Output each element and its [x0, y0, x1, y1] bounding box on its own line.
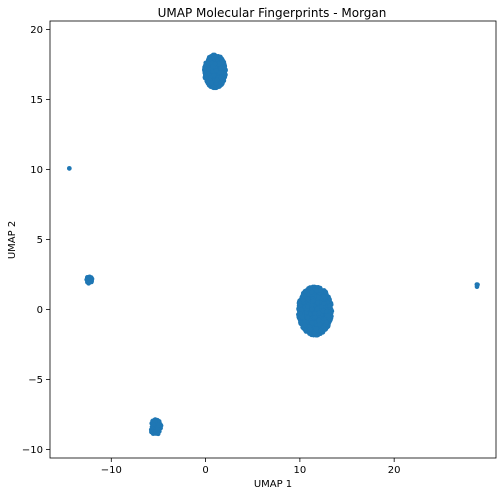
scatter-point	[209, 69, 215, 74]
scatter-point	[299, 314, 305, 320]
chart-title: UMAP Molecular Fingerprints - Morgan	[158, 6, 387, 20]
scatter-point	[323, 289, 329, 295]
scatter-point	[222, 64, 227, 70]
scatter-point	[205, 79, 210, 84]
scatter-point	[307, 331, 312, 336]
x-axis: −10 0 10 20	[101, 458, 401, 476]
scatter-point	[67, 166, 72, 171]
scatter-point	[319, 304, 325, 309]
scatter-point	[202, 74, 208, 80]
scatter-point	[309, 306, 315, 312]
scatter-point	[302, 322, 308, 328]
scatter-point	[314, 288, 320, 293]
x-axis-label: UMAP 1	[254, 479, 292, 490]
scatter-point	[213, 81, 219, 86]
scatter-point	[149, 429, 154, 434]
scatter-point	[211, 73, 217, 78]
cluster-1	[201, 52, 228, 91]
scatter-point	[156, 422, 161, 428]
scatter-point	[300, 293, 306, 299]
scatter-point	[207, 57, 213, 62]
scatter-point	[155, 426, 161, 431]
x-tick-label: 20	[388, 465, 401, 476]
scatter-point	[216, 61, 222, 67]
scatter-point	[321, 294, 326, 299]
scatter-point	[475, 282, 480, 287]
plot-frame	[49, 20, 497, 459]
scatter-point	[322, 327, 328, 332]
scatter-point	[325, 313, 331, 319]
scatter-point	[327, 303, 333, 308]
scatter-point	[155, 431, 161, 437]
x-tick-label: 10	[294, 465, 307, 476]
scatter-point	[205, 60, 210, 65]
cluster-3	[148, 417, 164, 437]
scatter-point	[214, 77, 220, 83]
scatter-point	[218, 65, 223, 71]
scatter-point	[312, 314, 318, 320]
scatter-point	[218, 75, 224, 81]
scatter-point	[310, 298, 316, 304]
scatter-point	[317, 321, 322, 327]
y-tick-label: 0	[37, 305, 43, 316]
scatter-point	[316, 317, 322, 323]
scatter-point	[298, 307, 304, 313]
scatter-point	[320, 308, 326, 314]
cluster-5	[67, 166, 72, 171]
scatter-points	[67, 52, 480, 437]
y-axis-label: UMAP 2	[7, 221, 18, 259]
y-tick-label: −10	[22, 445, 43, 456]
x-tick-label: −10	[101, 465, 122, 476]
scatter-point	[309, 290, 315, 295]
y-tick-label: 10	[30, 165, 43, 176]
scatter-point	[210, 64, 216, 69]
cluster-6	[474, 282, 480, 290]
scatter-point	[318, 287, 323, 293]
scatter-point	[321, 301, 327, 306]
scatter-point	[305, 303, 310, 309]
scatter-point	[296, 300, 302, 306]
scatter-point	[302, 319, 307, 324]
scatter-point	[313, 326, 319, 331]
scatter-point	[213, 68, 219, 73]
scatter-point	[297, 311, 303, 316]
scatter-point	[219, 60, 225, 65]
cluster-4	[84, 274, 95, 286]
y-tick-label: −5	[28, 375, 43, 386]
scatter-point	[318, 327, 323, 333]
scatter-point	[209, 80, 214, 86]
y-tick-label: 20	[30, 25, 43, 36]
scatter-point	[316, 294, 321, 300]
scatter-point	[305, 315, 310, 321]
scatter-point	[315, 300, 320, 305]
scatter-point	[303, 289, 308, 294]
scatter-point	[218, 55, 224, 61]
scatter-point	[151, 422, 156, 427]
y-tick-label: 5	[37, 235, 43, 246]
scatter-point	[314, 306, 320, 311]
scatter-point	[309, 302, 315, 308]
scatter-point	[307, 326, 313, 332]
scatter-point	[312, 331, 318, 337]
y-axis: −10 −5 0 5 10 15 20	[22, 25, 50, 456]
cluster-2	[296, 284, 335, 338]
scatter-point	[86, 280, 92, 286]
y-tick-label: 15	[30, 95, 43, 106]
scatter-point	[305, 296, 311, 302]
scatter-point	[216, 84, 222, 89]
x-tick-label: 0	[202, 465, 208, 476]
scatter-point	[312, 310, 318, 316]
scatter-point	[309, 320, 315, 326]
scatter-point	[300, 297, 306, 303]
scatter-point	[316, 310, 322, 316]
scatter-point	[324, 319, 329, 325]
